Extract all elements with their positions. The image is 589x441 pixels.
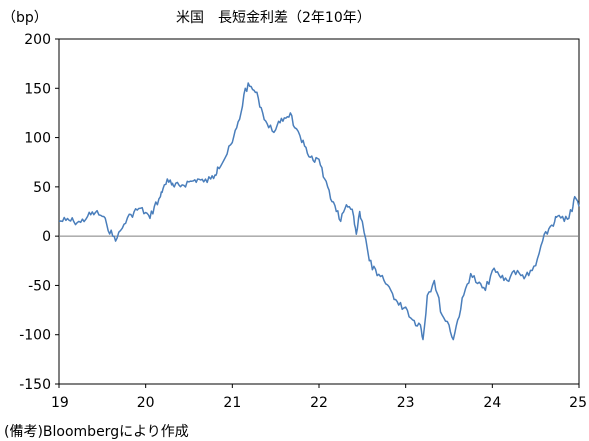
x-tick-label: 21 xyxy=(223,395,241,411)
plot-frame xyxy=(58,38,580,385)
source-note: (備考)Bloombergにより作成 xyxy=(4,424,189,440)
x-tick-label: 22 xyxy=(310,395,328,411)
y-tick-label: 200 xyxy=(24,32,51,48)
y-tick-label: 100 xyxy=(24,131,51,147)
y-tick-label: 150 xyxy=(24,81,51,97)
y-tick-label: -100 xyxy=(19,328,51,344)
x-tick-label: 23 xyxy=(397,395,415,411)
series-line xyxy=(58,82,580,341)
y-tick-label: 50 xyxy=(33,180,51,196)
chart-title: 米国 長短金利差（2年10年） xyxy=(176,10,371,26)
x-tick-label: 24 xyxy=(483,395,501,411)
x-tick-label: 25 xyxy=(569,395,587,411)
y-axis-label: （bp） xyxy=(2,10,48,26)
y-tick-label: -50 xyxy=(28,278,51,294)
y-tick-label: 0 xyxy=(42,229,51,245)
y-tick-label: -150 xyxy=(19,377,51,393)
x-tick-label: 20 xyxy=(137,395,155,411)
x-tick-label: 19 xyxy=(51,395,69,411)
